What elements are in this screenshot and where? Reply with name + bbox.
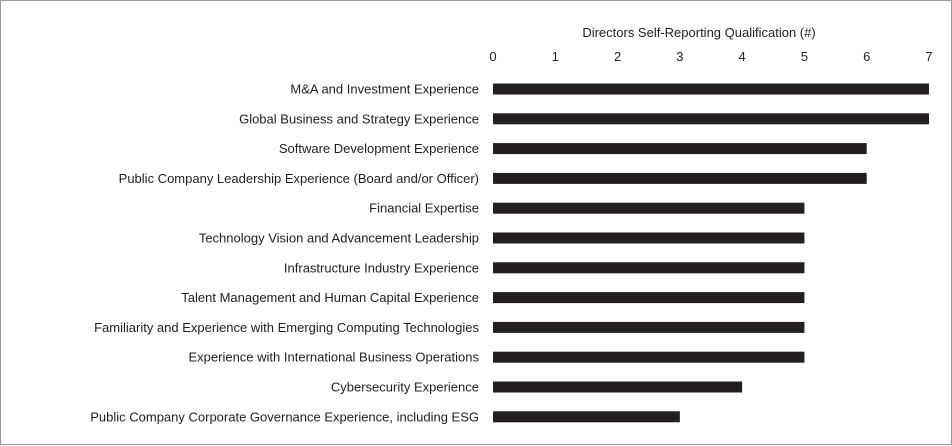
bar	[493, 351, 805, 363]
category-label: Talent Management and Human Capital Expe…	[181, 290, 479, 305]
x-tick-label: 3	[676, 49, 683, 64]
category-label: Experience with International Business O…	[189, 350, 480, 365]
bar	[493, 321, 805, 333]
bar	[493, 83, 929, 95]
category-label: Software Development Experience	[279, 141, 479, 156]
bar	[493, 381, 743, 393]
x-tick-label: 7	[925, 49, 932, 64]
x-tick-label: 6	[863, 49, 870, 64]
x-tick-label: 0	[489, 49, 496, 64]
category-label: M&A and Investment Experience	[290, 82, 479, 97]
category-label: Technology Vision and Advancement Leader…	[199, 231, 479, 246]
x-tick-label: 2	[614, 49, 621, 64]
bar	[493, 262, 805, 274]
x-tick-label: 1	[552, 49, 559, 64]
chart-title: Directors Self-Reporting Qualification (…	[582, 25, 815, 40]
bar	[493, 292, 805, 304]
bars	[493, 83, 929, 423]
x-tick-label: 4	[739, 49, 746, 64]
bar	[493, 411, 680, 423]
bar	[493, 202, 805, 214]
category-label: Cybersecurity Experience	[331, 380, 479, 395]
category-label: Familiarity and Experience with Emerging…	[94, 320, 479, 335]
category-labels: M&A and Investment Experience Global Busi…	[90, 82, 479, 425]
category-label: Infrastructure Industry Experience	[284, 260, 479, 275]
category-label: Public Company Corporate Governance Expe…	[90, 409, 479, 424]
category-label: Global Business and Strategy Experience	[239, 111, 479, 126]
category-label: Financial Expertise	[369, 201, 479, 216]
bar	[493, 143, 867, 155]
bar	[493, 232, 805, 244]
x-tick-label: 5	[801, 49, 808, 64]
bar	[493, 172, 867, 184]
bar	[493, 113, 929, 125]
x-axis-ticks: 0 1 2 3 4 5 6 7	[489, 49, 932, 64]
category-label: Public Company Leadership Experience (Bo…	[119, 171, 479, 186]
